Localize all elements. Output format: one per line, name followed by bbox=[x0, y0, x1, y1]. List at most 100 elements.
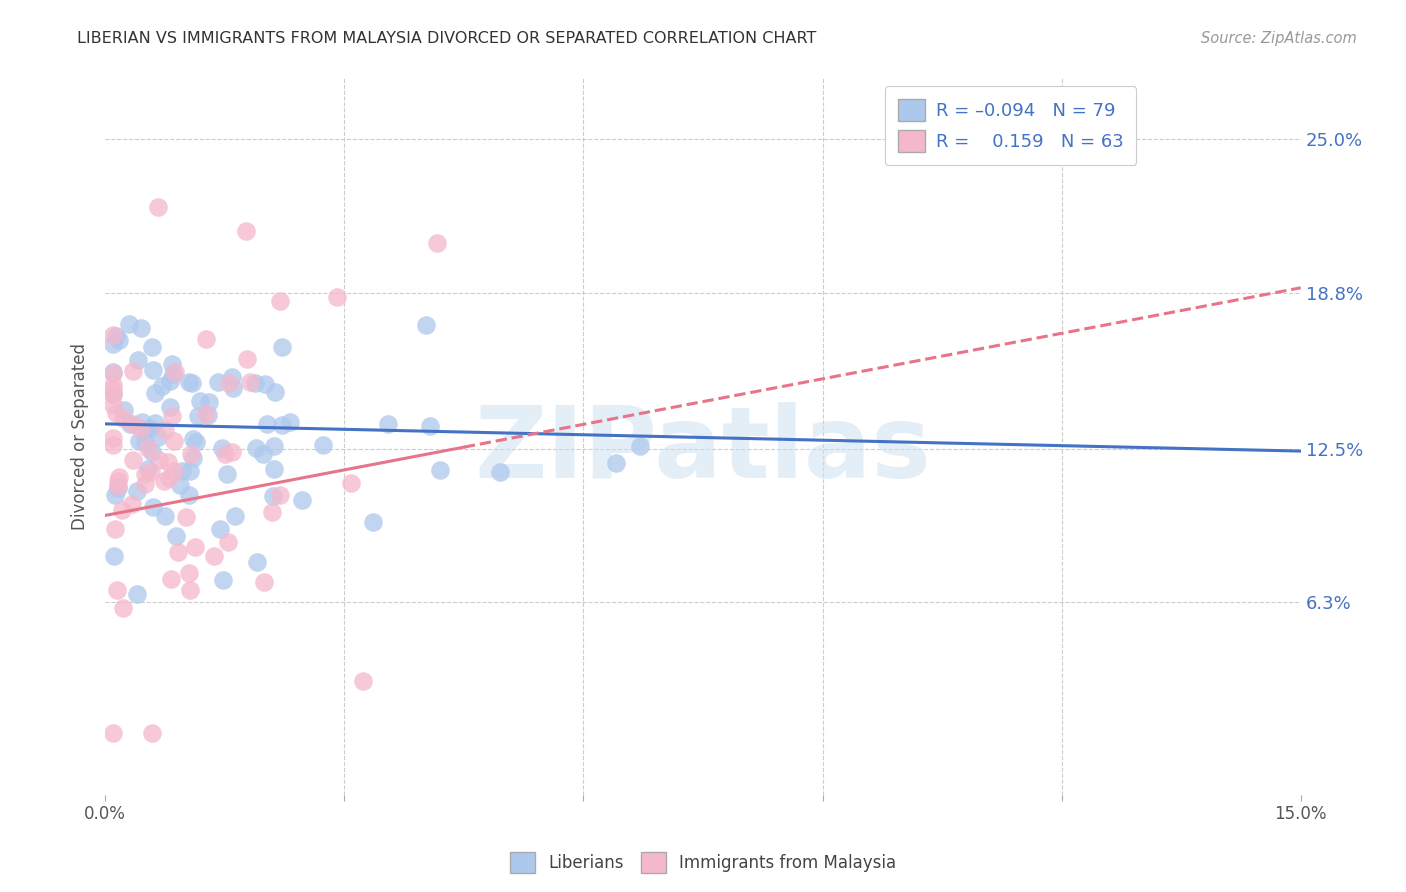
Point bbox=[160, 409, 183, 424]
Point bbox=[256, 417, 278, 431]
Point bbox=[103, 549, 125, 564]
Point bbox=[262, 489, 284, 503]
Point bbox=[125, 587, 148, 601]
Point bbox=[269, 487, 291, 501]
Point bbox=[107, 481, 129, 495]
Point bbox=[127, 484, 149, 499]
Point bbox=[104, 488, 127, 502]
Point bbox=[129, 422, 152, 436]
Point bbox=[146, 200, 169, 214]
Point bbox=[195, 332, 218, 346]
Point bbox=[291, 493, 314, 508]
Point bbox=[101, 378, 124, 392]
Y-axis label: Divorced or Separated: Divorced or Separated bbox=[72, 343, 89, 530]
Point bbox=[419, 419, 441, 434]
Point bbox=[101, 328, 124, 343]
Point bbox=[121, 497, 143, 511]
Point bbox=[172, 464, 194, 478]
Point bbox=[181, 450, 204, 465]
Point bbox=[146, 430, 169, 444]
Point bbox=[139, 465, 162, 479]
Point bbox=[429, 463, 451, 477]
Point bbox=[142, 363, 165, 377]
Point bbox=[134, 467, 156, 482]
Point bbox=[108, 333, 131, 347]
Point bbox=[162, 357, 184, 371]
Point bbox=[163, 464, 186, 478]
Point bbox=[107, 479, 129, 493]
Point bbox=[169, 478, 191, 492]
Point bbox=[202, 549, 225, 564]
Point bbox=[159, 400, 181, 414]
Point bbox=[179, 566, 201, 580]
Point bbox=[221, 444, 243, 458]
Point bbox=[177, 487, 200, 501]
Point bbox=[107, 475, 129, 489]
Point bbox=[141, 726, 163, 740]
Point bbox=[101, 438, 124, 452]
Point bbox=[207, 375, 229, 389]
Point bbox=[101, 365, 124, 379]
Legend: Liberians, Immigrants from Malaysia: Liberians, Immigrants from Malaysia bbox=[503, 846, 903, 880]
Point bbox=[142, 500, 165, 515]
Point bbox=[162, 368, 184, 382]
Point bbox=[105, 406, 128, 420]
Point bbox=[156, 454, 179, 468]
Point bbox=[114, 403, 136, 417]
Point bbox=[181, 433, 204, 447]
Point bbox=[101, 431, 124, 445]
Point bbox=[132, 422, 155, 436]
Point bbox=[101, 366, 124, 380]
Point bbox=[141, 340, 163, 354]
Point bbox=[138, 441, 160, 455]
Point bbox=[187, 409, 209, 423]
Legend: R = –0.094   N = 79, R =    0.159   N = 63: R = –0.094 N = 79, R = 0.159 N = 63 bbox=[886, 87, 1136, 165]
Point bbox=[263, 462, 285, 476]
Point bbox=[155, 423, 177, 437]
Point bbox=[118, 318, 141, 332]
Point bbox=[489, 466, 512, 480]
Text: ZIPatlas: ZIPatlas bbox=[475, 402, 931, 500]
Point bbox=[122, 417, 145, 431]
Point bbox=[236, 351, 259, 366]
Point bbox=[127, 353, 149, 368]
Point bbox=[214, 447, 236, 461]
Point bbox=[153, 508, 176, 523]
Point bbox=[340, 476, 363, 491]
Point bbox=[246, 555, 269, 569]
Point bbox=[188, 393, 211, 408]
Point bbox=[134, 476, 156, 491]
Point bbox=[217, 535, 239, 549]
Point bbox=[352, 673, 374, 688]
Point bbox=[111, 503, 134, 517]
Point bbox=[128, 434, 150, 449]
Point bbox=[245, 441, 267, 455]
Point bbox=[131, 415, 153, 429]
Point bbox=[195, 407, 218, 421]
Point bbox=[139, 421, 162, 435]
Point bbox=[270, 341, 292, 355]
Point bbox=[262, 505, 284, 519]
Point bbox=[101, 387, 124, 401]
Point bbox=[278, 415, 301, 429]
Point bbox=[211, 574, 233, 588]
Point bbox=[326, 290, 349, 304]
Point bbox=[211, 441, 233, 455]
Point bbox=[208, 522, 231, 536]
Point bbox=[143, 417, 166, 431]
Point bbox=[160, 572, 183, 586]
Point bbox=[426, 236, 449, 251]
Point bbox=[245, 376, 267, 391]
Point bbox=[159, 375, 181, 389]
Point bbox=[363, 515, 385, 529]
Point bbox=[101, 382, 124, 396]
Point bbox=[101, 398, 124, 412]
Point bbox=[270, 417, 292, 432]
Point bbox=[121, 364, 143, 378]
Point bbox=[104, 522, 127, 536]
Point bbox=[111, 411, 134, 425]
Point bbox=[269, 294, 291, 309]
Point bbox=[180, 446, 202, 460]
Point bbox=[148, 452, 170, 467]
Point bbox=[221, 369, 243, 384]
